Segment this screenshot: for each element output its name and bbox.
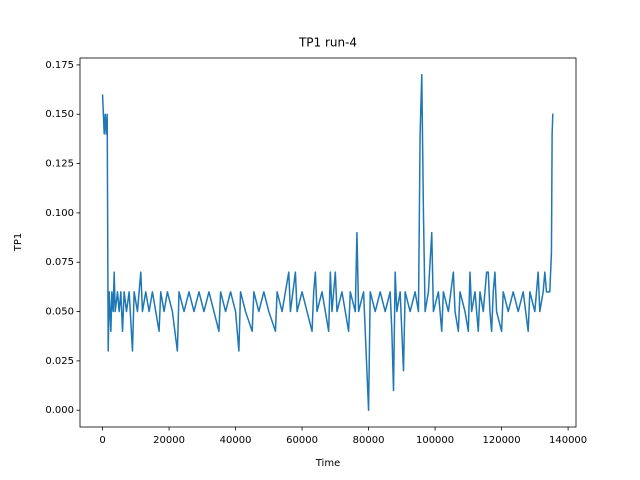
x-tick-label: 80000	[353, 435, 385, 446]
y-axis-label: TP1	[13, 233, 24, 253]
y-tick-label: 0.175	[45, 60, 74, 71]
series-line	[101, 74, 554, 411]
x-axis-label: Time	[315, 458, 340, 469]
plot-frame	[79, 57, 577, 428]
y-tick-label: 0.150	[45, 109, 74, 120]
y-tick-label: 0.125	[45, 159, 74, 170]
y-tick-label: 0.025	[45, 356, 74, 367]
x-tick-label: 100000	[416, 435, 454, 446]
x-tick-label: 140000	[549, 435, 587, 446]
x-tick-label: 0	[99, 435, 105, 446]
x-tick-label: 40000	[220, 435, 252, 446]
x-tick-label: 20000	[153, 435, 185, 446]
y-tick-label: 0.050	[45, 307, 74, 318]
y-tick-label: 0.075	[45, 257, 74, 268]
x-tick-label: 120000	[482, 435, 520, 446]
x-tick-label: 60000	[286, 435, 318, 446]
y-tick-label: 0.000	[45, 405, 74, 416]
chart-title: TP1 run-4	[298, 36, 357, 50]
y-tick-label: 0.100	[45, 208, 74, 219]
